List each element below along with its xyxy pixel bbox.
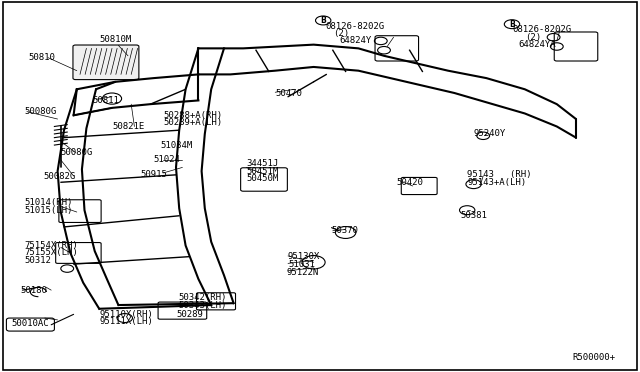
Text: 50381: 50381 [461, 211, 488, 220]
Text: 08126-8202G: 08126-8202G [325, 22, 384, 31]
Text: 50451M: 50451M [246, 167, 278, 176]
Text: 95111X(LH): 95111X(LH) [99, 317, 153, 326]
Text: 50370: 50370 [332, 226, 358, 235]
FancyBboxPatch shape [73, 45, 139, 80]
Text: (2): (2) [525, 33, 541, 42]
Text: 95143   (RH): 95143 (RH) [467, 170, 532, 179]
Text: 50420: 50420 [397, 178, 424, 187]
Text: R500000+: R500000+ [573, 353, 616, 362]
Text: 50915: 50915 [141, 170, 168, 179]
Text: 50289: 50289 [176, 310, 203, 319]
Text: 51024: 51024 [154, 155, 180, 164]
Text: 50010AC: 50010AC [12, 319, 49, 328]
Text: 50082G: 50082G [44, 172, 76, 181]
Text: 34451J: 34451J [246, 159, 278, 168]
Text: 50342(RH): 50342(RH) [178, 293, 227, 302]
Text: 51034M: 51034M [160, 141, 192, 150]
Text: B: B [509, 20, 515, 29]
Text: 08126-8202G: 08126-8202G [512, 25, 571, 34]
Text: 95143+A(LH): 95143+A(LH) [467, 178, 526, 187]
Text: 50312: 50312 [24, 256, 51, 265]
Text: 95110X(RH): 95110X(RH) [99, 310, 153, 319]
Text: 50080G: 50080G [24, 107, 56, 116]
Text: 51015(LH): 51015(LH) [24, 206, 73, 215]
Text: (2): (2) [333, 29, 349, 38]
Text: 50450M: 50450M [246, 174, 278, 183]
Text: 50810: 50810 [29, 53, 56, 62]
Text: 51014(RH): 51014(RH) [24, 198, 73, 207]
Text: 95240Y: 95240Y [474, 129, 506, 138]
Text: 50470: 50470 [275, 89, 302, 97]
Text: 95130X: 95130X [288, 252, 320, 261]
Text: 75154X(RH): 75154X(RH) [24, 241, 78, 250]
Text: 50180: 50180 [20, 286, 47, 295]
Text: B: B [321, 16, 326, 25]
Text: 50821E: 50821E [112, 122, 144, 131]
Text: 75155X(LH): 75155X(LH) [24, 248, 78, 257]
Text: 64824Y: 64824Y [339, 36, 371, 45]
Text: 95122N: 95122N [287, 268, 319, 277]
Text: 50810M: 50810M [99, 35, 131, 44]
Text: 50343(LH): 50343(LH) [178, 301, 227, 310]
Text: 50289+A(LH): 50289+A(LH) [163, 118, 222, 127]
Text: 50811: 50811 [93, 96, 120, 105]
Text: 50080G: 50080G [61, 148, 93, 157]
Text: 50288+A(RH): 50288+A(RH) [163, 111, 222, 120]
Text: 51031: 51031 [288, 260, 315, 269]
Text: 64824YA: 64824YA [518, 40, 556, 49]
